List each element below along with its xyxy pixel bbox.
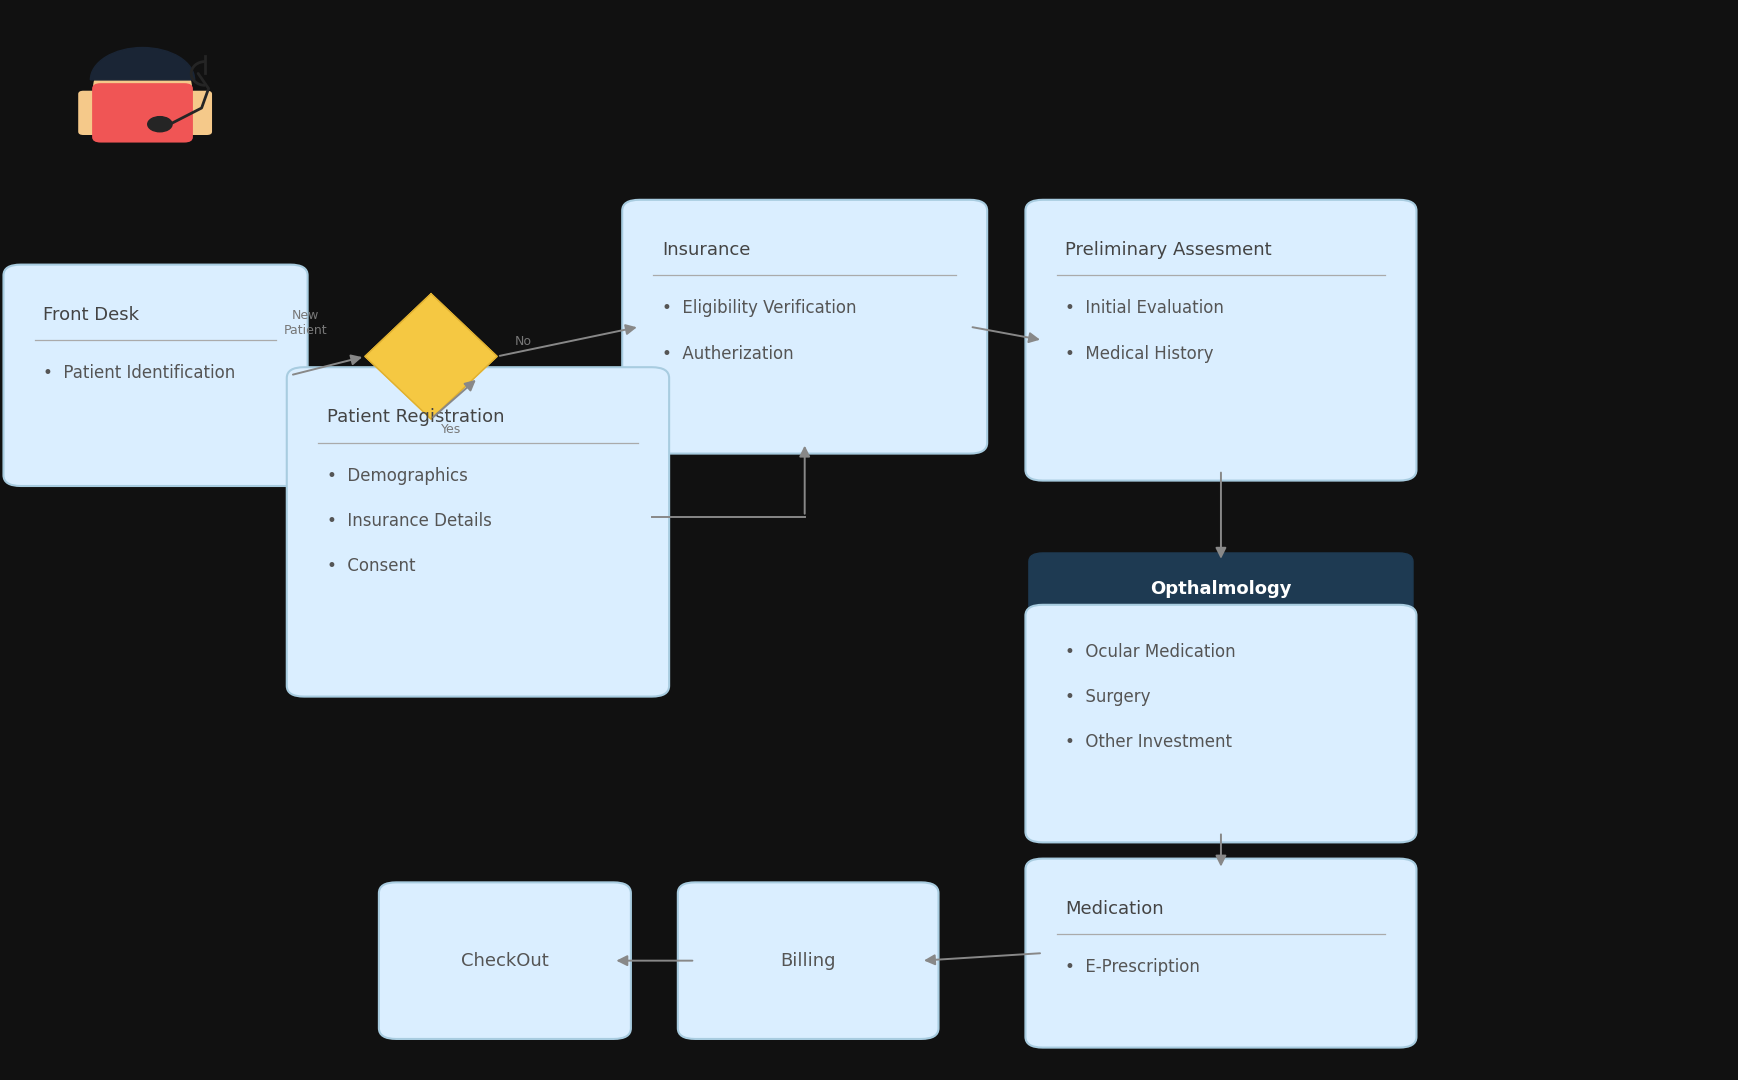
FancyBboxPatch shape xyxy=(78,91,111,135)
FancyBboxPatch shape xyxy=(1029,553,1413,624)
Text: Preliminary Assesment: Preliminary Assesment xyxy=(1065,241,1272,259)
Text: •  Patient Identification: • Patient Identification xyxy=(43,364,236,382)
Text: Yes: Yes xyxy=(441,423,462,436)
Text: •  Insurance Details: • Insurance Details xyxy=(327,512,492,530)
Circle shape xyxy=(94,56,191,117)
Text: •  Initial Evaluation: • Initial Evaluation xyxy=(1065,299,1224,318)
Text: •  Eligibility Verification: • Eligibility Verification xyxy=(662,299,857,318)
FancyBboxPatch shape xyxy=(1025,200,1416,481)
Text: •  Ocular Medication: • Ocular Medication xyxy=(1065,643,1236,661)
Text: •  Other Investment: • Other Investment xyxy=(1065,733,1232,752)
Text: Front Desk: Front Desk xyxy=(43,306,139,324)
Wedge shape xyxy=(90,48,195,80)
FancyBboxPatch shape xyxy=(1025,859,1416,1048)
FancyBboxPatch shape xyxy=(678,882,939,1039)
FancyBboxPatch shape xyxy=(379,882,631,1039)
Circle shape xyxy=(148,117,172,132)
Text: Opthalmology: Opthalmology xyxy=(1151,580,1291,597)
FancyBboxPatch shape xyxy=(179,91,212,135)
Text: •  Surgery: • Surgery xyxy=(1065,688,1151,706)
FancyBboxPatch shape xyxy=(3,265,308,486)
Text: Billing: Billing xyxy=(780,951,836,970)
FancyBboxPatch shape xyxy=(287,367,669,697)
Text: New
Patient: New Patient xyxy=(283,309,328,337)
Text: No: No xyxy=(514,335,532,348)
Text: Medication: Medication xyxy=(1065,900,1164,918)
Polygon shape xyxy=(365,294,497,419)
Text: •  Consent: • Consent xyxy=(327,557,415,576)
Text: •  E-Prescription: • E-Prescription xyxy=(1065,958,1201,976)
Text: Insurance: Insurance xyxy=(662,241,751,259)
Text: •  Autherization: • Autherization xyxy=(662,345,794,363)
Text: •  Demographics: • Demographics xyxy=(327,467,468,485)
Text: •  Medical History: • Medical History xyxy=(1065,345,1213,363)
FancyBboxPatch shape xyxy=(1025,605,1416,842)
Text: Patient Registration: Patient Registration xyxy=(327,408,504,427)
FancyBboxPatch shape xyxy=(622,200,987,454)
Text: CheckOut: CheckOut xyxy=(461,951,549,970)
FancyBboxPatch shape xyxy=(92,83,193,143)
